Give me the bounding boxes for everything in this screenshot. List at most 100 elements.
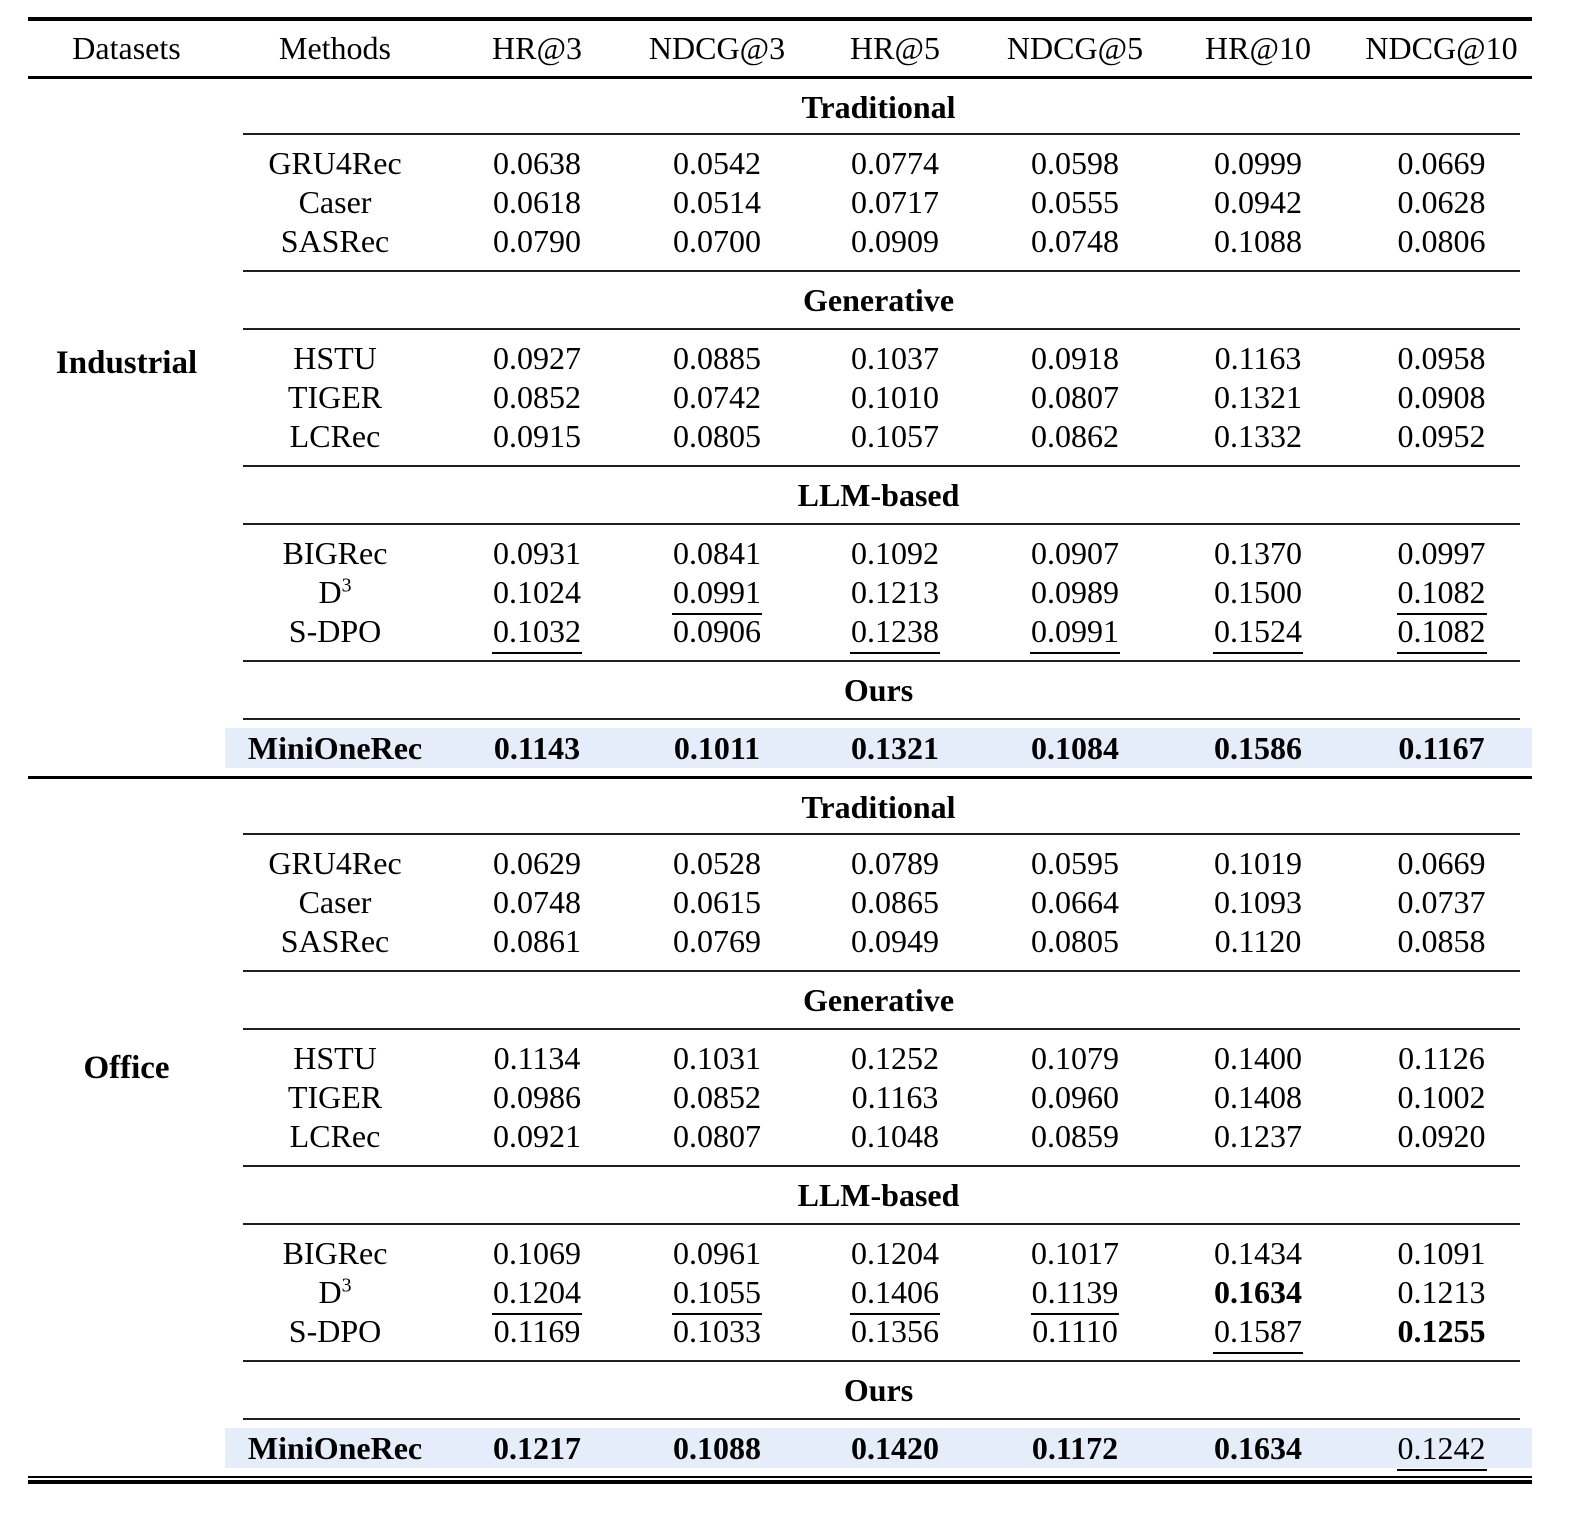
metric-value: 0.1204 — [492, 1273, 582, 1315]
metric-value: 0.1032 — [492, 612, 582, 654]
metric-value: 0.0920 — [1397, 1117, 1486, 1154]
metric-value: 0.0742 — [673, 378, 761, 415]
metric-value: 0.0555 — [1031, 183, 1119, 220]
metric-value: 0.1238 — [850, 612, 940, 654]
metric-value-cell: 0.1252 — [805, 1042, 985, 1074]
metric-value: 0.0514 — [673, 183, 761, 220]
metric-value: 0.1139 — [1030, 1273, 1120, 1315]
table-row: BIGRec 0.0931 0.0841 0.1092 0.0907 0.1370 0.09… — [28, 533, 1532, 572]
metric-value-cell: 0.1091 — [1351, 1237, 1532, 1269]
metric-value: 0.1172 — [1031, 1430, 1119, 1466]
metric-value-cell: 0.0986 — [445, 1081, 629, 1113]
metric-value-cell: 0.0669 — [1351, 847, 1532, 879]
metric-value-cell: 0.1237 — [1165, 1120, 1351, 1152]
table-body: Traditional GRU4Rec 0.0638 0.0542 0.0774 0.05… — [28, 79, 1532, 1476]
metric-value-cell: 0.0991 — [985, 612, 1165, 654]
metric-value: 0.0542 — [673, 144, 761, 181]
method-cell: S-DPO — [288, 612, 382, 649]
metric-value: 0.0862 — [1031, 417, 1119, 454]
metric-value-cell: 0.0906 — [629, 615, 805, 647]
group-label: Ours — [843, 671, 914, 708]
metric-value: 0.0807 — [1031, 378, 1119, 415]
table-top-rule — [28, 17, 1532, 21]
table-row: TIGER 0.0852 0.0742 0.1010 0.0807 0.1321 0.090… — [28, 377, 1532, 416]
table-row: LCRec 0.0921 0.0807 0.1048 0.0859 0.1237 0.092… — [28, 1116, 1532, 1155]
table-bottom-rule — [28, 1476, 1532, 1484]
metric-value: 0.1002 — [1397, 1078, 1486, 1115]
metric-value-cell: 0.0805 — [629, 420, 805, 452]
metric-value-cell: 0.0918 — [985, 342, 1165, 374]
column-header-ndcg3: NDCG@3 — [648, 30, 786, 66]
metric-value-cell: 0.0664 — [985, 886, 1165, 918]
column-header-ndcg5: NDCG@5 — [1006, 30, 1144, 66]
group-label: Traditional — [801, 788, 956, 825]
metric-value-cell: 0.0852 — [445, 381, 629, 413]
metric-value: 0.0915 — [493, 417, 581, 454]
metric-value: 0.0885 — [673, 339, 761, 376]
metric-value: 0.0700 — [673, 222, 761, 259]
metric-value-cell: 0.0927 — [445, 342, 629, 374]
metric-value: 0.0669 — [1397, 144, 1486, 181]
metric-value-cell: 0.0942 — [1165, 186, 1351, 218]
metric-value: 0.0629 — [493, 844, 581, 881]
metric-value-cell: 0.1213 — [1351, 1276, 1532, 1308]
dataset-section-office: Traditional GRU4Rec 0.0629 0.0528 0.0789 0.05… — [28, 779, 1532, 1476]
table-row: GRU4Rec 0.0629 0.0528 0.0789 0.0595 0.1019 0.0… — [28, 843, 1532, 882]
metric-value-cell: 0.1370 — [1165, 537, 1351, 569]
metric-value: 0.1082 — [1396, 573, 1487, 615]
metric-value-cell: 0.0915 — [445, 420, 629, 452]
group-rows-traditional: GRU4Rec 0.0638 0.0542 0.0774 0.0598 0.0999 0.0… — [28, 135, 1532, 270]
metric-value-cell: 0.1120 — [1165, 925, 1351, 957]
metric-value: 0.1217 — [493, 1430, 581, 1466]
metric-value: 0.0807 — [673, 1117, 761, 1154]
group-label: LLM-based — [797, 476, 960, 513]
metric-value-cell: 0.1321 — [805, 732, 985, 764]
metric-value: 0.1011 — [673, 730, 761, 766]
metric-value-cell: 0.1092 — [805, 537, 985, 569]
table-bottom-rule-thin — [28, 1476, 1532, 1478]
metric-value: 0.0737 — [1397, 883, 1486, 920]
table-row: SASRec 0.0861 0.0769 0.0949 0.0805 0.1120 0.08… — [28, 921, 1532, 960]
metric-value-cell: 0.1069 — [445, 1237, 629, 1269]
metric-value: 0.0805 — [1031, 922, 1119, 959]
metric-value: 0.0961 — [673, 1234, 761, 1271]
metric-value-cell: 0.0921 — [445, 1120, 629, 1152]
method-cell: TIGER — [287, 378, 383, 415]
metric-value-cell: 0.0748 — [985, 225, 1165, 257]
metric-value: 0.0805 — [673, 417, 761, 454]
group-rule-top — [243, 270, 1520, 272]
method-cell: BIGRec — [282, 534, 388, 571]
method-cell: MiniOneRec — [247, 730, 423, 766]
group-rule-bottom — [243, 1223, 1520, 1225]
metric-value: 0.1120 — [1214, 922, 1302, 959]
metric-value: 0.0618 — [493, 183, 581, 220]
metric-value: 0.0906 — [673, 612, 761, 649]
table-row: TIGER 0.0986 0.0852 0.1163 0.0960 0.1408 0.100… — [28, 1077, 1532, 1116]
metric-value-cell: 0.0997 — [1351, 537, 1532, 569]
metric-value-cell: 0.1079 — [985, 1042, 1165, 1074]
metric-value: 0.1017 — [1031, 1234, 1119, 1271]
table-row: S-DPO 0.1032 0.0906 0.1238 0.0991 0.1524 0.108… — [28, 611, 1532, 654]
metric-value-cell: 0.1002 — [1351, 1081, 1532, 1113]
group-rows-traditional: GRU4Rec 0.0629 0.0528 0.0789 0.0595 0.1019 0.0… — [28, 835, 1532, 970]
metric-value-cell: 0.0542 — [629, 147, 805, 179]
metric-value-cell: 0.0909 — [805, 225, 985, 257]
metric-value-cell: 0.1420 — [805, 1432, 985, 1464]
metric-value-cell: 0.1019 — [1165, 847, 1351, 879]
metric-value-cell: 0.1321 — [1165, 381, 1351, 413]
method-cell: GRU4Rec — [268, 844, 402, 881]
metric-value-cell: 0.0908 — [1351, 381, 1532, 413]
metric-value: 0.0859 — [1031, 1117, 1119, 1154]
metric-value: 0.1167 — [1398, 730, 1485, 766]
metric-value-cell: 0.0807 — [985, 381, 1165, 413]
metric-value: 0.0921 — [493, 1117, 581, 1154]
metric-value: 0.1252 — [851, 1039, 939, 1076]
column-header-datasets: Datasets — [72, 30, 181, 66]
group-rows-ours: MiniOneRec 0.1217 0.1088 0.1420 0.1172 0.1634… — [28, 1420, 1532, 1476]
metric-value: 0.0861 — [493, 922, 581, 959]
metric-value: 0.1332 — [1214, 417, 1302, 454]
group-label: Ours — [843, 1371, 914, 1408]
metric-value-cell: 0.0958 — [1351, 342, 1532, 374]
group-rows-generative: HSTU 0.1134 0.1031 0.1252 0.1079 0.1400 0.1126… — [28, 1030, 1532, 1165]
